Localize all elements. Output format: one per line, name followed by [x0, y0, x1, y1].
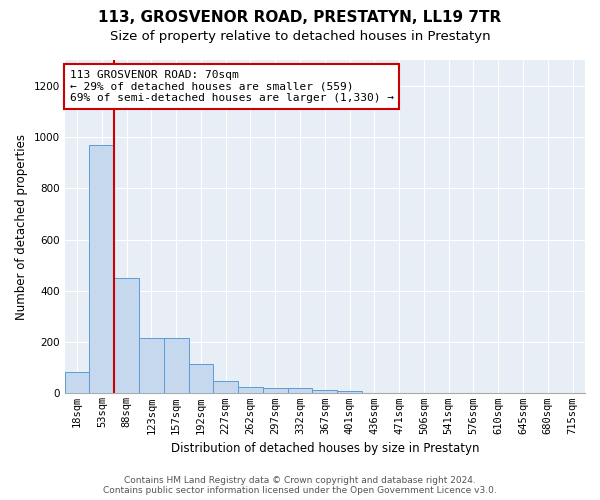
Bar [89, 144, 114, 394]
Y-axis label: Number of detached properties: Number of detached properties [15, 134, 28, 320]
Text: 113, GROSVENOR ROAD, PRESTATYN, LL19 7TR: 113, GROSVENOR ROAD, PRESTATYN, LL19 7TR [98, 10, 502, 25]
Bar [188, 364, 214, 394]
Bar [139, 338, 164, 394]
Text: Contains HM Land Registry data © Crown copyright and database right 2024.
Contai: Contains HM Land Registry data © Crown c… [103, 476, 497, 495]
Bar [164, 338, 188, 394]
Bar [214, 381, 238, 394]
Bar [287, 388, 313, 394]
Text: 113 GROSVENOR ROAD: 70sqm
← 29% of detached houses are smaller (559)
69% of semi: 113 GROSVENOR ROAD: 70sqm ← 29% of detac… [70, 70, 394, 103]
Bar [238, 387, 263, 394]
Bar [263, 388, 287, 394]
Text: Size of property relative to detached houses in Prestatyn: Size of property relative to detached ho… [110, 30, 490, 43]
Bar [65, 372, 89, 394]
Bar [337, 392, 362, 394]
Bar [114, 278, 139, 394]
X-axis label: Distribution of detached houses by size in Prestatyn: Distribution of detached houses by size … [170, 442, 479, 455]
Bar [313, 390, 337, 394]
